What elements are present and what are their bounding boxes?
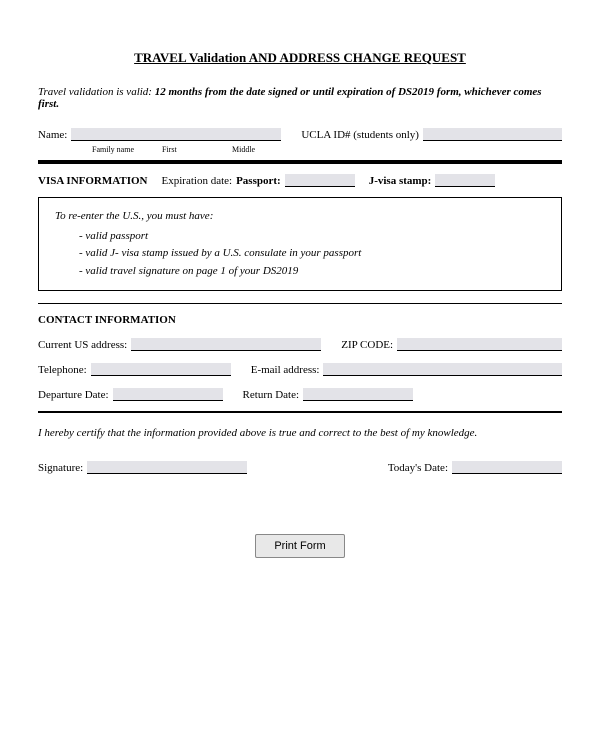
telephone-field[interactable] xyxy=(91,363,231,376)
passport-label: Passport: xyxy=(236,175,281,187)
family-sublabel: Family name xyxy=(92,145,162,154)
name-row: Name: UCLA ID# (students only) xyxy=(38,128,562,141)
contact-heading: CONTACT INFORMATION xyxy=(38,314,562,326)
name-field[interactable] xyxy=(71,128,281,141)
dates-row: Departure Date: Return Date: xyxy=(38,388,562,401)
address-field[interactable] xyxy=(131,338,321,351)
name-sublabels: Family name First Middle xyxy=(38,145,562,154)
info-box-intro: To re-enter the U.S., you must have: xyxy=(55,208,545,226)
visa-heading: VISA INFORMATION xyxy=(38,175,148,187)
email-field[interactable] xyxy=(323,363,562,376)
name-label: Name: xyxy=(38,129,67,141)
departure-label: Departure Date: xyxy=(38,389,109,401)
passport-field[interactable] xyxy=(285,174,355,187)
visa-row: VISA INFORMATION Expiration date: Passpo… xyxy=(38,174,562,187)
info-item-2: valid J- visa stamp issued by a U.S. con… xyxy=(79,245,545,263)
ucla-id-field[interactable] xyxy=(423,128,562,141)
address-label: Current US address: xyxy=(38,339,127,351)
departure-field[interactable] xyxy=(113,388,223,401)
expiration-label: Expiration date: xyxy=(162,175,233,187)
info-box-list: valid passport valid J- visa stamp issue… xyxy=(79,228,545,281)
zip-label: ZIP CODE: xyxy=(341,339,393,351)
form-title: TRAVEL Validation AND ADDRESS CHANGE REQ… xyxy=(38,50,562,66)
signature-row: Signature: Today's Date: xyxy=(38,461,562,474)
intro-prefix: Travel validation is valid: xyxy=(38,86,155,98)
telephone-row: Telephone: E-mail address: xyxy=(38,363,562,376)
print-button[interactable]: Print Form xyxy=(255,534,344,558)
visa-info-box: To re-enter the U.S., you must have: val… xyxy=(38,197,562,291)
info-item-1: valid passport xyxy=(79,228,545,246)
signature-field[interactable] xyxy=(87,461,247,474)
first-sublabel: First xyxy=(162,145,232,154)
form-page: TRAVEL Validation AND ADDRESS CHANGE REQ… xyxy=(0,0,600,578)
jvisa-label: J-visa stamp: xyxy=(369,175,432,187)
zip-field[interactable] xyxy=(397,338,562,351)
return-label: Return Date: xyxy=(243,389,300,401)
todays-date-field[interactable] xyxy=(452,461,562,474)
signature-label: Signature: xyxy=(38,462,83,474)
divider-thin-1 xyxy=(38,303,562,304)
address-row: Current US address: ZIP CODE: xyxy=(38,338,562,351)
middle-sublabel: Middle xyxy=(232,145,255,154)
todays-date-label: Today's Date: xyxy=(388,462,448,474)
return-field[interactable] xyxy=(303,388,413,401)
email-label: E-mail address: xyxy=(251,364,320,376)
info-item-3: valid travel signature on page 1 of your… xyxy=(79,263,545,281)
intro-text: Travel validation is valid: 12 months fr… xyxy=(38,86,562,110)
certification-text: I hereby certify that the information pr… xyxy=(38,427,562,439)
divider-thick-1 xyxy=(38,160,562,164)
divider-thick-2 xyxy=(38,411,562,413)
ucla-label: UCLA ID# (students only) xyxy=(301,129,419,141)
telephone-label: Telephone: xyxy=(38,364,87,376)
jvisa-field[interactable] xyxy=(435,174,495,187)
